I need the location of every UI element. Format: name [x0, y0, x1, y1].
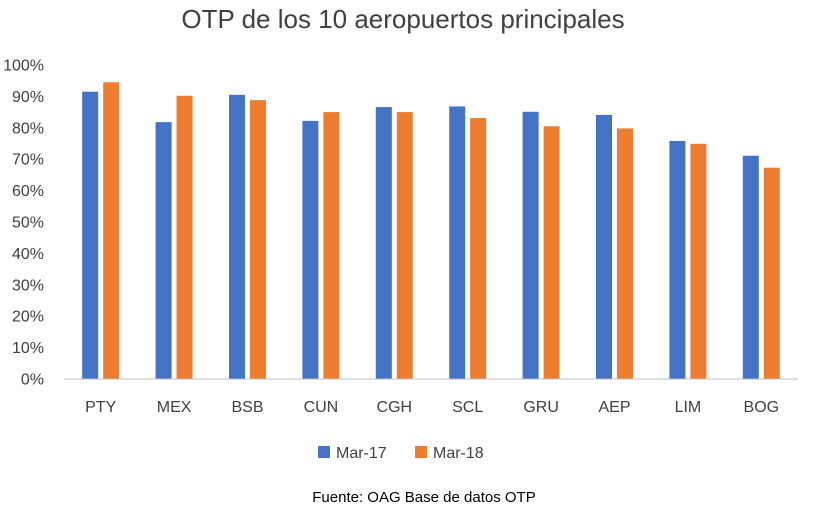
- y-tick-label: 100%: [3, 58, 44, 75]
- x-category-label: SCL: [452, 399, 483, 416]
- x-category-label: CGH: [377, 399, 413, 416]
- y-tick-label: 40%: [12, 246, 44, 263]
- bar-mar-18-mex: [176, 95, 193, 379]
- bar-mar-17-cun: [302, 120, 319, 379]
- bar-mar-17-gru: [522, 111, 539, 379]
- x-category-label: MEX: [157, 399, 192, 416]
- legend: Mar-17 Mar-18: [318, 445, 484, 462]
- x-category-label: BSB: [231, 399, 263, 416]
- bar-mar-18-pty: [103, 82, 120, 380]
- x-category-label: PTY: [85, 399, 116, 416]
- bar-mar-18-cgh: [396, 112, 413, 379]
- bar-mar-17-mex: [155, 122, 172, 379]
- bar-mar-17-cgh: [375, 107, 392, 380]
- x-category-label: BOG: [744, 399, 780, 416]
- bar-mar-17-bog: [742, 155, 759, 379]
- y-tick-label: 50%: [12, 215, 44, 232]
- x-axis-labels: PTY MEX BSB CUN CGH SCL GRU AEP LIM BOG: [85, 399, 779, 416]
- y-tick-label: 90%: [12, 89, 44, 106]
- legend-swatch-mar-18: [415, 446, 427, 458]
- legend-label: Mar-18: [433, 445, 484, 462]
- bar-mar-18-aep: [617, 128, 633, 379]
- y-tick-label: 60%: [12, 183, 44, 200]
- legend-swatch-mar-17: [318, 446, 330, 458]
- legend-label: Mar-17: [336, 445, 387, 462]
- y-tick-label: 10%: [12, 340, 44, 357]
- bar-mar-18-bog: [763, 167, 780, 379]
- bar-mar-18-scl: [470, 118, 487, 379]
- x-category-label: LIM: [675, 399, 702, 416]
- bar-mar-17-scl: [449, 106, 466, 379]
- bars: [82, 82, 780, 380]
- bar-mar-18-bsb: [250, 100, 266, 379]
- source-note: Fuente: OAG Base de datos OTP: [312, 489, 535, 506]
- chart-title: OTP de los 10 aeropuertos principales: [181, 4, 624, 34]
- y-tick-label: 70%: [12, 152, 44, 169]
- y-tick-label: 0%: [21, 372, 44, 389]
- y-tick-label: 30%: [12, 277, 44, 294]
- bar-mar-17-pty: [82, 91, 99, 379]
- y-axis: 0% 10% 20% 30% 40% 50% 60% 70% 80% 90% 100%: [3, 58, 44, 389]
- y-tick-label: 20%: [12, 309, 44, 326]
- x-category-label: AEP: [598, 399, 630, 416]
- bar-mar-17-lim: [669, 140, 686, 379]
- bar-mar-18-cun: [323, 112, 340, 379]
- bar-mar-17-bsb: [229, 94, 245, 379]
- y-tick-label: 80%: [12, 120, 44, 137]
- x-category-label: CUN: [304, 399, 339, 416]
- bar-mar-17-aep: [596, 114, 612, 380]
- x-category-label: GRU: [523, 399, 559, 416]
- bar-mar-18-lim: [690, 143, 707, 379]
- bar-mar-18-gru: [543, 126, 560, 379]
